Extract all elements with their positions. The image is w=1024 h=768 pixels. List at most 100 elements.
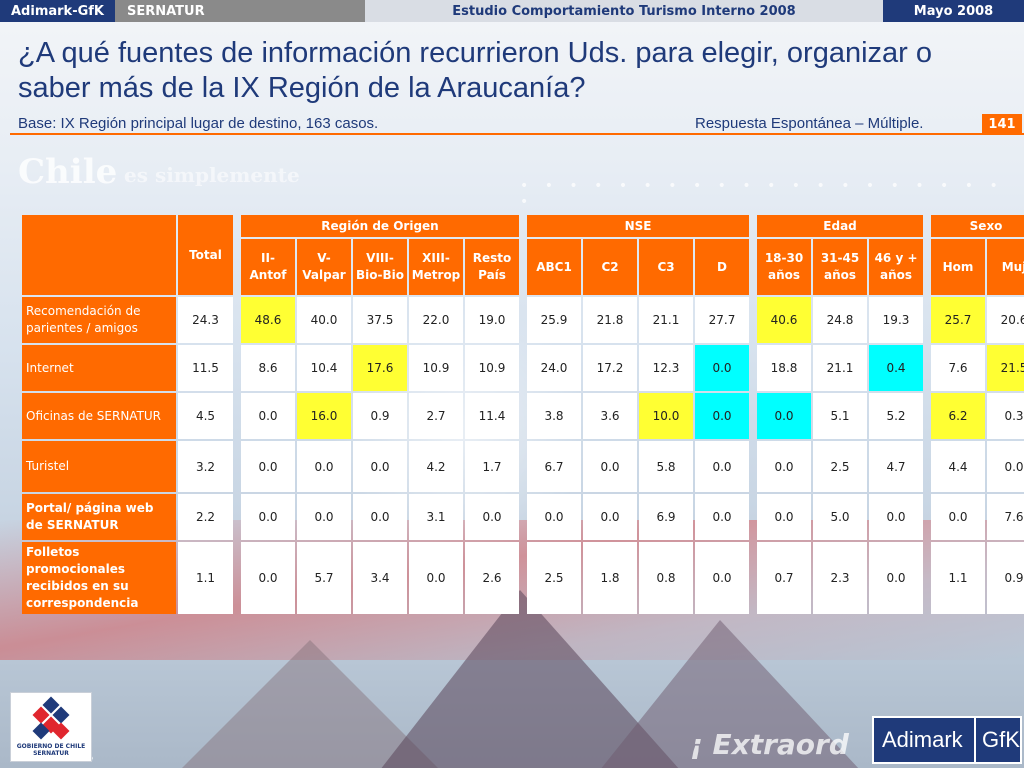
cell-sexo: 25.7 — [931, 297, 986, 343]
cell-region: 0.0 — [409, 542, 463, 614]
corner-cell — [22, 215, 176, 295]
group-header-edad: Edad — [757, 215, 924, 237]
cell-region: 2.7 — [409, 393, 463, 439]
cell-region: 0.0 — [465, 494, 520, 540]
slide-title: ¿A qué fuentes de información recurriero… — [18, 37, 932, 104]
cell-nse: 0.0 — [695, 542, 750, 614]
col-header-edad: 46 y + años — [869, 239, 924, 295]
study-title: Estudio Comportamiento Turismo Interno 2… — [365, 0, 883, 22]
data-table: Total Región de Origen NSE Edad Sexo II-… — [20, 213, 1024, 616]
row-label: Recomendación de parientes / amigos — [22, 297, 176, 343]
cell-nse: 10.0 — [639, 393, 694, 439]
cell-nse: 17.2 — [583, 345, 638, 391]
cell-edad: 0.4 — [869, 345, 924, 391]
cell-nse: 5.8 — [639, 441, 694, 492]
table-row: Oficinas de SERNATUR 4.5 0.0 16.0 0.9 2.7 11.4… — [22, 393, 1024, 439]
cell-sexo: 6.2 — [931, 393, 986, 439]
watermark-dots: • • • • • • • • • • • • • • • • • • • • … — [520, 178, 1004, 210]
cell-region: 48.6 — [241, 297, 295, 343]
cell-nse: 0.0 — [695, 494, 750, 540]
cell-edad: 2.3 — [813, 542, 868, 614]
cell-edad: 5.1 — [813, 393, 868, 439]
col-header-edad: 31-45 años — [813, 239, 868, 295]
cell-region: 40.0 — [297, 297, 351, 343]
watermark-extraordinario: ¡ Extraord — [690, 728, 849, 761]
date-label: Mayo 2008 — [883, 0, 1024, 22]
cell-nse: 3.8 — [527, 393, 582, 439]
gobierno-de-chile-logo: GOBIERNO DE CHILE SERNATUR — [10, 692, 92, 762]
watermark-chile: Chile — [18, 152, 118, 192]
cell-edad: 0.7 — [757, 542, 812, 614]
cell-sexo: 4.4 — [931, 441, 986, 492]
cell-region: 0.0 — [353, 441, 407, 492]
row-label: Portal/ página web de SERNATUR — [22, 494, 176, 540]
cell-nse: 3.6 — [583, 393, 638, 439]
col-header-region: II- Antof — [241, 239, 295, 295]
row-label: Internet — [22, 345, 176, 391]
cell-region: 10.4 — [297, 345, 351, 391]
cell-edad: 19.3 — [869, 297, 924, 343]
col-header-sexo: Hom — [931, 239, 986, 295]
client-label: SERNATUR — [115, 0, 365, 22]
cell-edad: 21.1 — [813, 345, 868, 391]
cell-nse: 0.0 — [695, 393, 750, 439]
gobierno-emblem-icon — [31, 696, 71, 740]
cell-total: 3.2 — [178, 441, 233, 492]
cell-region: 11.4 — [465, 393, 520, 439]
cell-nse: 21.1 — [639, 297, 694, 343]
row-label: Turistel — [22, 441, 176, 492]
cell-region: 2.6 — [465, 542, 520, 614]
cell-edad: 18.8 — [757, 345, 812, 391]
header-bar: Adimark-GfK SERNATUR Estudio Comportamie… — [0, 0, 1024, 22]
cell-sexo: 21.5 — [987, 345, 1024, 391]
cell-edad: 40.6 — [757, 297, 812, 343]
cell-edad: 2.5 — [813, 441, 868, 492]
cell-nse: 25.9 — [527, 297, 582, 343]
page-number: 141 — [982, 114, 1022, 134]
cell-region: 17.6 — [353, 345, 407, 391]
col-header-total: Total — [178, 215, 233, 295]
cell-total: 4.5 — [178, 393, 233, 439]
cell-nse: 6.7 — [527, 441, 582, 492]
group-header-nse: NSE — [527, 215, 750, 237]
sernatur-text: SERNATUR — [33, 750, 69, 757]
table-row: Recomendación de parientes / amigos 24.3 4… — [22, 297, 1024, 343]
cell-region: 8.6 — [241, 345, 295, 391]
group-header-region: Región de Origen — [241, 215, 520, 237]
cell-region: 4.2 — [409, 441, 463, 492]
col-header-region: XIII- Metrop — [409, 239, 463, 295]
cell-nse: 24.0 — [527, 345, 582, 391]
cell-nse: 0.0 — [583, 441, 638, 492]
col-header-nse: D — [695, 239, 750, 295]
cell-total: 1.1 — [178, 542, 233, 614]
gfk-text: GfK — [974, 718, 1020, 762]
gobierno-text: GOBIERNO DE CHILE — [16, 743, 86, 750]
cell-nse: 12.3 — [639, 345, 694, 391]
adimark-gfk-logo: Adimark GfK — [872, 716, 1022, 764]
cell-sexo: 7.6 — [987, 494, 1024, 540]
cell-total: 2.2 — [178, 494, 233, 540]
row-label: Oficinas de SERNATUR — [22, 393, 176, 439]
table-row: Turistel 3.2 0.0 0.0 0.0 4.2 1.7 6.7 0.0 5.8 0.0 0.… — [22, 441, 1024, 492]
cell-region: 0.0 — [241, 393, 295, 439]
cell-region: 1.7 — [465, 441, 520, 492]
cell-nse: 0.0 — [695, 441, 750, 492]
table-row: Folletos promocionales recibidos en su c… — [22, 542, 1024, 614]
col-header-nse: C3 — [639, 239, 694, 295]
cell-edad: 0.0 — [869, 542, 924, 614]
cell-nse: 0.0 — [583, 494, 638, 540]
cell-region: 22.0 — [409, 297, 463, 343]
col-header-region: Resto País — [465, 239, 520, 295]
cell-edad: 5.0 — [813, 494, 868, 540]
cell-nse: 0.8 — [639, 542, 694, 614]
cell-edad: 24.8 — [813, 297, 868, 343]
cell-region: 0.0 — [353, 494, 407, 540]
cell-sexo: 0.0 — [987, 441, 1024, 492]
col-header-region: VIII- Bio-Bio — [353, 239, 407, 295]
cell-region: 37.5 — [353, 297, 407, 343]
base-note: Base: IX Región principal lugar de desti… — [18, 115, 379, 132]
cell-sexo: 1.1 — [931, 542, 986, 614]
cell-region: 10.9 — [409, 345, 463, 391]
response-type-note: Respuesta Espontánea – Múltiple. — [695, 115, 924, 132]
cell-region: 0.0 — [297, 494, 351, 540]
